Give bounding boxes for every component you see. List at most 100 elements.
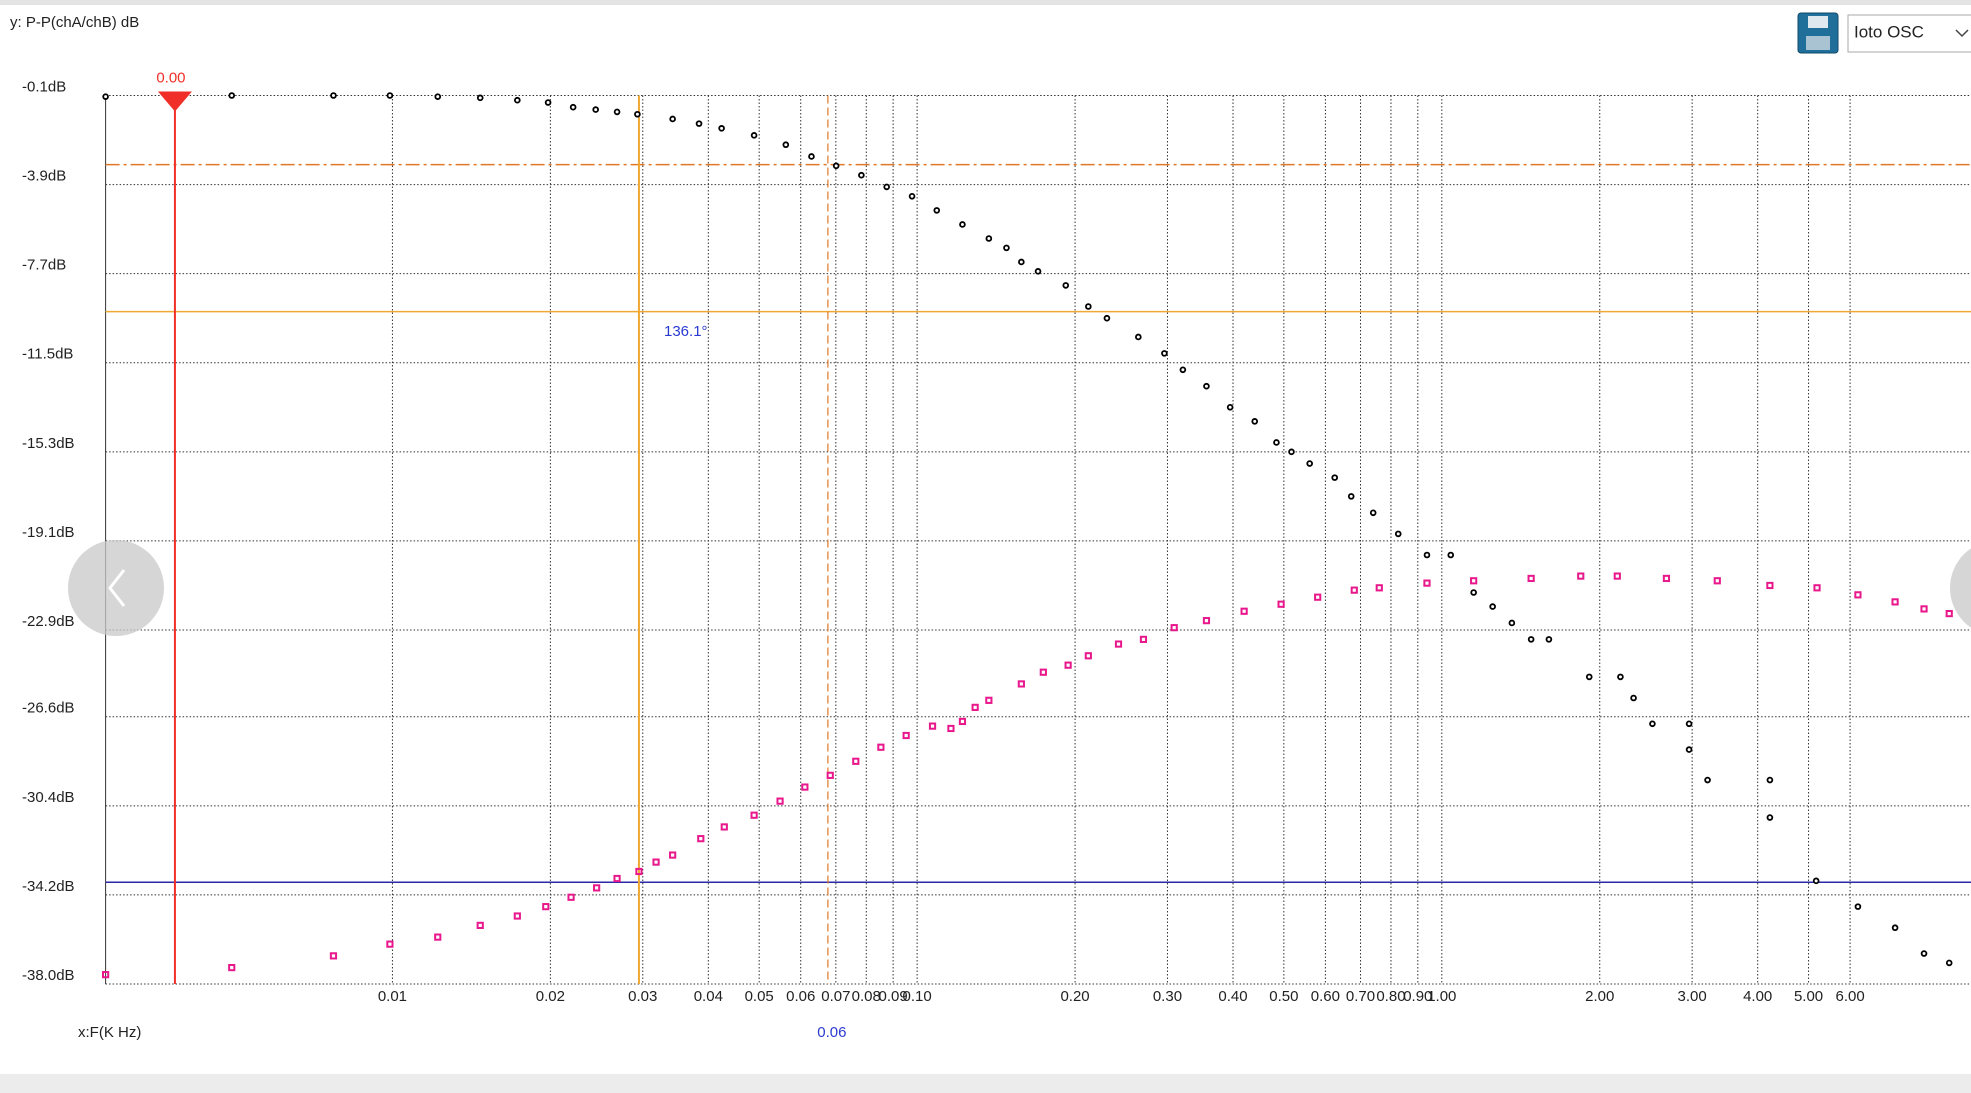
data-point (1854, 903, 1862, 910)
x-tick-label: 4.00 (1743, 988, 1772, 1005)
data-point (1202, 617, 1211, 625)
data-point (1545, 636, 1553, 643)
data-point (832, 162, 840, 170)
data-point (959, 221, 966, 228)
data-point (1920, 950, 1928, 957)
x-tick-label: 0.60 (1311, 988, 1340, 1005)
data-point (852, 757, 860, 765)
data-point (750, 811, 758, 819)
data-point (858, 171, 865, 179)
data-point (1527, 636, 1535, 643)
data-point (971, 703, 979, 711)
data-point (1273, 439, 1280, 446)
data-point (720, 823, 728, 831)
data-point (1064, 661, 1072, 669)
x-tick-label: 0.07 (821, 988, 850, 1005)
data-point (801, 783, 809, 791)
data-point (1813, 584, 1821, 592)
data-point (1613, 572, 1621, 580)
data-point (1685, 720, 1693, 728)
data-point (542, 903, 550, 911)
data-point (1766, 814, 1774, 821)
data-point (1394, 530, 1402, 538)
data-point (1685, 746, 1693, 753)
bottom-border (0, 1074, 1971, 1093)
data-point (513, 912, 521, 920)
data-point (1423, 579, 1431, 587)
data-point (1277, 600, 1285, 608)
save-icon-slot (1806, 36, 1830, 50)
y-tick-label: -7.7dB (22, 257, 66, 274)
nav-prev[interactable] (68, 540, 164, 636)
data-point (1306, 460, 1313, 467)
cursor-label: 0.06 (817, 1024, 846, 1041)
x-tick-label: 0.03 (628, 988, 657, 1005)
data-point (593, 884, 601, 892)
data-point (1945, 959, 1953, 967)
data-point (908, 193, 916, 200)
data-point (1018, 258, 1025, 266)
x-tick-label: 0.20 (1060, 988, 1089, 1005)
data-point (776, 797, 784, 805)
dropdown-text: Ioto OSC (1854, 22, 1924, 41)
data-point (750, 132, 758, 139)
data-point (1470, 589, 1477, 596)
data-point (102, 971, 110, 979)
data-point (1766, 581, 1774, 590)
y-tick-label: -26.6dB (22, 700, 75, 717)
data-point (826, 771, 834, 779)
data-point (1085, 303, 1092, 310)
data-point (1226, 403, 1234, 411)
data-point (386, 92, 394, 99)
data-point (476, 94, 484, 102)
data-point (1577, 572, 1585, 580)
device-dropdown[interactable]: Ioto OSC (1847, 14, 1971, 53)
x-tick-label: 0.70 (1346, 988, 1375, 1005)
nav-next-button[interactable] (1950, 540, 1971, 636)
y-tick-label: -30.4dB (22, 789, 75, 806)
data-point (1161, 350, 1168, 357)
x-tick-label: 6.00 (1835, 988, 1864, 1005)
x-tick-label: 0.50 (1269, 988, 1298, 1005)
data-point (434, 93, 442, 100)
data-point (329, 952, 338, 960)
y-tick-label: -19.1dB (22, 524, 75, 541)
data-point (1375, 584, 1383, 592)
data-point (782, 141, 790, 149)
data-point (1891, 924, 1899, 932)
x-tick-label: 0.06 (786, 988, 815, 1005)
y-tick-label: -22.9dB (22, 613, 75, 630)
data-point (883, 183, 890, 191)
x-tick-label: 0.40 (1218, 988, 1247, 1005)
x-tick-label: 0.01 (378, 988, 407, 1005)
data-point (228, 963, 236, 972)
save-button[interactable] (1797, 12, 1839, 54)
x-tick-label: 1.00 (1427, 988, 1456, 1005)
cursor-handle (157, 91, 192, 112)
y-tick-label: -38.0dB (22, 967, 75, 984)
data-point (902, 731, 910, 740)
data-point (634, 110, 641, 118)
x-tick-label: 0.09 (879, 988, 908, 1005)
data-point (1704, 776, 1711, 784)
dropdown-box[interactable] (1847, 14, 1971, 53)
data-point (1350, 586, 1358, 594)
y-tick-label: -0.1dB (22, 78, 66, 95)
data-point (1891, 598, 1899, 606)
cursor-readout: 136.1° (664, 323, 708, 340)
data-point (1139, 635, 1148, 643)
nav-prev-button[interactable] (68, 540, 164, 636)
data-point (669, 115, 676, 123)
data-point (1945, 609, 1953, 618)
x-tick-label: 3.00 (1678, 988, 1707, 1005)
data-point (1331, 474, 1339, 481)
x-tick-label: 0.08 (852, 988, 881, 1005)
data-point (1713, 577, 1721, 585)
x-tick-label: 0.10 (903, 988, 932, 1005)
plot-area: -0.1dB -3.9dB -7.7dB -11.5dB -15.3dB -19.1dB -… (22, 69, 1971, 1041)
x-tick-label: 2.00 (1585, 988, 1614, 1005)
data-point (102, 93, 109, 100)
data-point (1617, 673, 1624, 681)
data-point (1103, 314, 1111, 322)
